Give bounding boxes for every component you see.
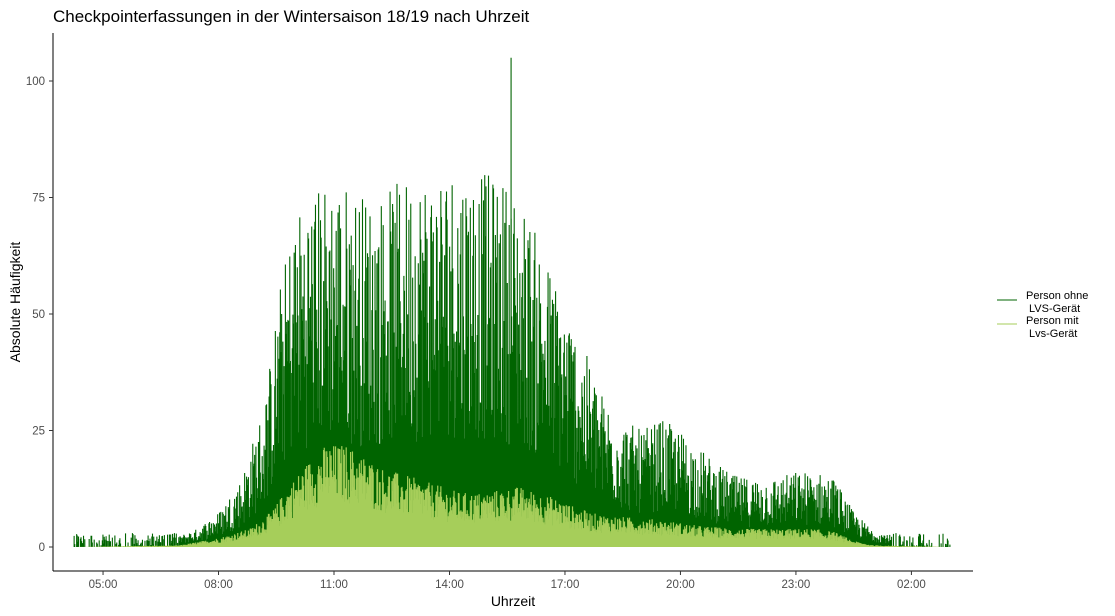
x-tick-label: 17:00 (551, 579, 580, 591)
y-axis-ticks: 0 25 50 75 100 (26, 76, 53, 554)
y-axis-title: Absolute Häufigkeit (7, 242, 23, 363)
y-tick-label: 75 (32, 193, 45, 205)
legend: Person ohne LVS-Gerät Person mit Lvs-Ger… (997, 290, 1088, 340)
legend-label-mit-lvs-line2: Lvs-Gerät (1029, 328, 1077, 340)
legend-label-ohne-lvs-line2: LVS-Gerät (1029, 303, 1080, 315)
series-person-mit-lvs (72, 446, 950, 547)
series-person-ohne-lvs (73, 57, 951, 547)
bars-person-mit-lvs (72, 446, 950, 547)
x-tick-label: 14:00 (435, 579, 464, 591)
x-tick-label: 20:00 (666, 579, 695, 591)
bars-person-ohne-lvs (73, 175, 951, 547)
chart-title: Checkpointerfassungen in der Wintersaiso… (53, 7, 530, 26)
y-tick-label: 0 (39, 542, 45, 554)
x-tick-label: 05:00 (89, 579, 118, 591)
legend-label-ohne-lvs-line1: Person ohne (1026, 290, 1088, 302)
x-axis-title: Uhrzeit (491, 593, 535, 609)
x-tick-label: 08:00 (204, 579, 233, 591)
x-tick-label: 02:00 (897, 579, 926, 591)
x-tick-label: 23:00 (782, 579, 811, 591)
x-axis-ticks: 05:00 08:00 11:00 14:00 17:00 20:00 23:00 02:00 (89, 571, 926, 591)
y-tick-label: 50 (32, 309, 45, 321)
y-tick-label: 25 (32, 426, 45, 438)
legend-label-mit-lvs-line1: Person mit (1026, 315, 1079, 327)
y-tick-label: 100 (26, 76, 45, 88)
x-tick-label: 11:00 (320, 579, 348, 591)
